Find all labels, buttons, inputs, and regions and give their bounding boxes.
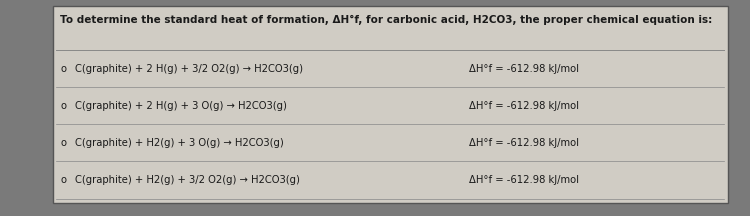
FancyBboxPatch shape	[53, 6, 727, 203]
Text: o: o	[61, 64, 67, 74]
Text: C(graphite) + 2 H(g) + 3/2 O2(g) → H2CO3(g): C(graphite) + 2 H(g) + 3/2 O2(g) → H2CO3…	[75, 64, 303, 74]
Text: o: o	[61, 175, 67, 185]
Text: C(graphite) + H2(g) + 3/2 O2(g) → H2CO3(g): C(graphite) + H2(g) + 3/2 O2(g) → H2CO3(…	[75, 175, 300, 185]
Text: To determine the standard heat of formation, ΔH°f, for carbonic acid, H2CO3, the: To determine the standard heat of format…	[60, 15, 712, 25]
Text: C(graphite) + 2 H(g) + 3 O(g) → H2CO3(g): C(graphite) + 2 H(g) + 3 O(g) → H2CO3(g)	[75, 101, 286, 111]
Text: ΔH°f = -612.98 kJ/mol: ΔH°f = -612.98 kJ/mol	[469, 101, 579, 111]
Text: ΔH°f = -612.98 kJ/mol: ΔH°f = -612.98 kJ/mol	[469, 64, 579, 74]
Text: o: o	[61, 101, 67, 111]
Text: C(graphite) + H2(g) + 3 O(g) → H2CO3(g): C(graphite) + H2(g) + 3 O(g) → H2CO3(g)	[75, 138, 284, 148]
Text: o: o	[61, 138, 67, 148]
Text: ΔH°f = -612.98 kJ/mol: ΔH°f = -612.98 kJ/mol	[469, 175, 579, 185]
Text: ΔH°f = -612.98 kJ/mol: ΔH°f = -612.98 kJ/mol	[469, 138, 579, 148]
